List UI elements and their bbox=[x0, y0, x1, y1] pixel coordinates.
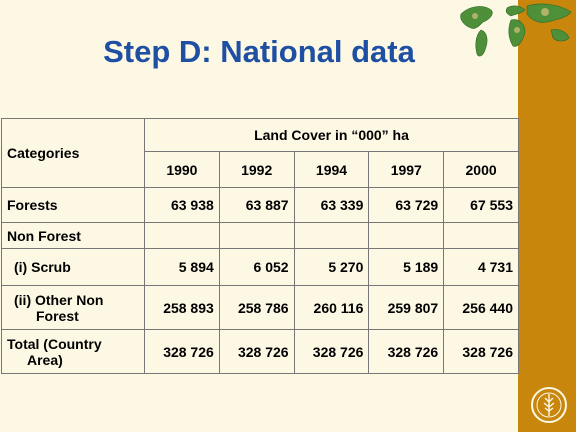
table-cell: 63 729 bbox=[368, 187, 445, 223]
table-cell bbox=[218, 222, 295, 249]
year-header: 1992 bbox=[218, 151, 295, 188]
table-cell: 256 440 bbox=[443, 285, 519, 330]
row-label: Forests bbox=[1, 187, 145, 223]
table-header-row: Categories Land Cover in “000” ha bbox=[1, 118, 519, 188]
table-row: Forests 63 938 63 887 63 339 63 729 67 5… bbox=[1, 187, 519, 223]
table-cell bbox=[293, 222, 370, 249]
row-label-line2: Forest bbox=[36, 307, 79, 324]
table-cell bbox=[443, 222, 519, 249]
year-header: 2000 bbox=[443, 151, 519, 188]
table-cell: 63 339 bbox=[293, 187, 370, 223]
row-label: Total (Country Area) bbox=[1, 329, 145, 374]
table-cell: 5 189 bbox=[368, 248, 445, 286]
table-cell bbox=[144, 222, 220, 249]
table-cell: 258 786 bbox=[218, 285, 295, 330]
table-cell: 4 731 bbox=[443, 248, 519, 286]
table-cell: 328 726 bbox=[293, 329, 370, 374]
row-label: Non Forest bbox=[1, 222, 145, 249]
table-cell: 258 893 bbox=[144, 285, 220, 330]
table-row: Total (Country Area) 328 726 328 726 328… bbox=[1, 329, 519, 374]
slide-title: Step D: National data bbox=[103, 34, 415, 69]
table-cell: 6 052 bbox=[218, 248, 295, 286]
year-header: 1990 bbox=[144, 151, 220, 188]
land-cover-table: Categories Land Cover in “000” ha 1990 1… bbox=[1, 118, 519, 374]
table-row: (ii) Other Non Forest 258 893 258 786 26… bbox=[1, 285, 519, 330]
table-years-row: 1990 1992 1994 1997 2000 bbox=[2, 151, 519, 188]
table-cell: 5 270 bbox=[293, 248, 370, 286]
row-label: (i) Scrub bbox=[1, 248, 145, 286]
year-header: 1994 bbox=[293, 151, 370, 188]
table-cell: 328 726 bbox=[368, 329, 445, 374]
table-cell: 63 938 bbox=[144, 187, 220, 223]
table-cell: 260 116 bbox=[293, 285, 370, 330]
table-cell: 328 726 bbox=[144, 329, 220, 374]
table-cell: 67 553 bbox=[443, 187, 519, 223]
table-cell bbox=[368, 222, 445, 249]
row-label-line1: Total (Country bbox=[7, 335, 102, 352]
table-cell: 63 887 bbox=[218, 187, 295, 223]
row-label-line2: Area) bbox=[27, 351, 63, 368]
land-cover-header: Land Cover in “000” ha bbox=[144, 118, 519, 152]
table-cell: 5 894 bbox=[144, 248, 220, 286]
sidebar-stripe bbox=[518, 0, 576, 432]
year-header: 1997 bbox=[368, 151, 445, 188]
row-label-line1: (ii) Other Non bbox=[14, 291, 104, 308]
table-cell: 328 726 bbox=[218, 329, 295, 374]
world-map-icon bbox=[460, 3, 572, 57]
table-cell: 259 807 bbox=[368, 285, 445, 330]
table-row: (i) Scrub 5 894 6 052 5 270 5 189 4 731 bbox=[1, 248, 519, 286]
categories-header: Categories bbox=[1, 118, 145, 188]
fao-logo-icon bbox=[531, 387, 567, 423]
table-row: Non Forest bbox=[1, 222, 519, 249]
table-cell: 328 726 bbox=[443, 329, 519, 374]
row-label: (ii) Other Non Forest bbox=[1, 285, 145, 330]
